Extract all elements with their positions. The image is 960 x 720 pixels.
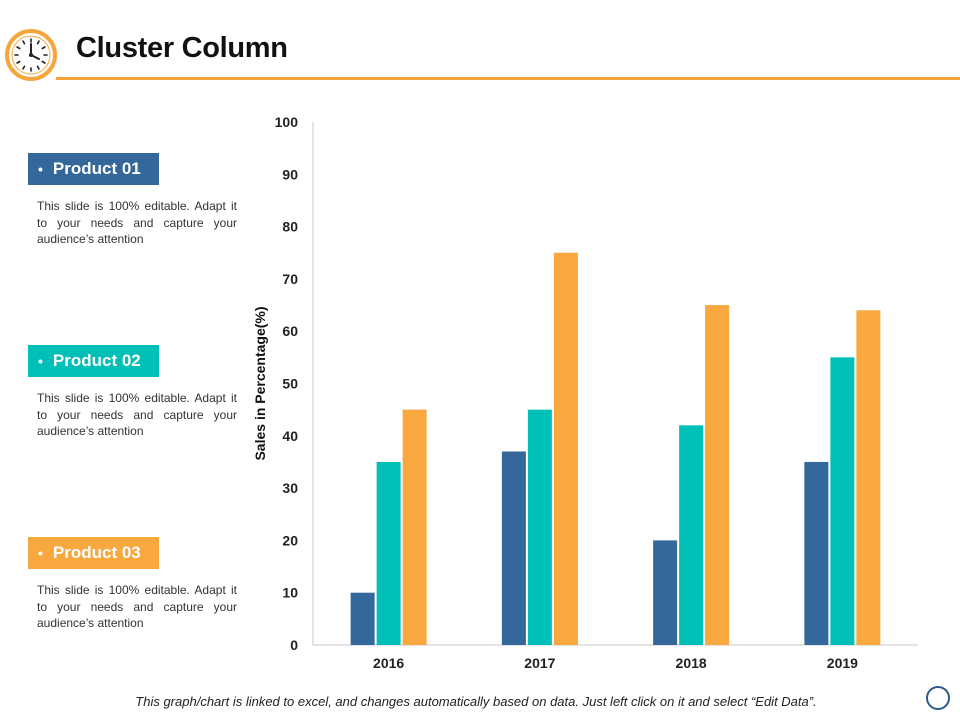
bar-2017-product-03: [553, 252, 578, 645]
x-tick-label: 2019: [827, 655, 858, 671]
y-tick-label: 0: [290, 637, 298, 653]
bar-2019-product-02: [830, 357, 855, 645]
x-tick-label: 2016: [373, 655, 404, 671]
product-03-description: This slide is 100% editable. Adapt it to…: [37, 583, 237, 630]
product-01-label: • Product 01: [28, 153, 159, 185]
y-tick-label: 30: [282, 480, 298, 496]
bar-2016-product-02: [376, 461, 401, 645]
bullet-icon: •: [38, 353, 43, 369]
bullet-icon: •: [38, 161, 43, 177]
bar-2016-product-01: [350, 592, 375, 645]
page-title: Cluster Column: [76, 32, 288, 64]
product-02-name: Product 02: [52, 351, 141, 370]
bar-2018-product-03: [705, 305, 730, 645]
bar-2016-product-03: [402, 409, 427, 645]
bar-2019-product-03: [856, 310, 881, 645]
bar-2018-product-01: [653, 540, 678, 645]
title-divider: [56, 77, 960, 80]
y-tick-label: 40: [282, 428, 298, 444]
y-tick-label: 80: [282, 219, 298, 235]
bar-2019-product-01: [804, 461, 829, 645]
bar-2018-product-02: [679, 425, 704, 645]
product-03-name: Product 03: [52, 543, 141, 562]
y-tick-label: 10: [282, 585, 298, 601]
y-tick-label: 60: [282, 323, 298, 339]
product-02-label: • Product 02: [28, 345, 159, 377]
circle-icon[interactable]: [926, 686, 950, 710]
bar-2017-product-01: [501, 451, 526, 645]
y-tick-label: 70: [282, 271, 298, 287]
x-tick-label: 2017: [524, 655, 555, 671]
y-tick-label: 50: [282, 376, 298, 392]
product-02-description: This slide is 100% editable. Adapt it to…: [37, 391, 237, 438]
y-tick-label: 100: [275, 114, 299, 130]
product-01-description: This slide is 100% editable. Adapt it to…: [37, 199, 237, 246]
bullet-icon: •: [38, 545, 43, 561]
clock-icon: [5, 29, 57, 81]
y-axis-label: Sales in Percentage(%): [252, 306, 268, 460]
product-03-label: • Product 03: [28, 537, 159, 569]
product-01-name: Product 01: [52, 159, 141, 178]
y-tick-label: 20: [282, 532, 298, 548]
x-tick-label: 2018: [676, 655, 707, 671]
y-tick-label: 90: [282, 166, 298, 182]
bar-2017-product-02: [527, 409, 552, 645]
footer-note: This graph/chart is linked to excel, and…: [135, 694, 817, 709]
